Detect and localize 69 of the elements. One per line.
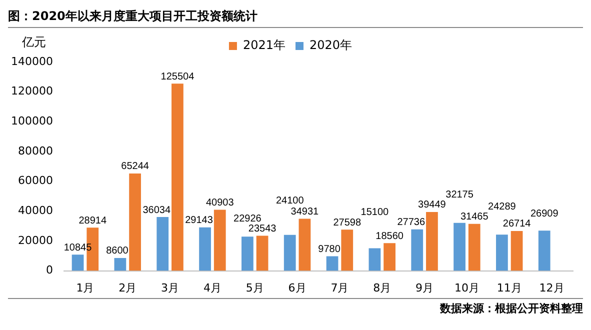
- bar: [256, 236, 268, 271]
- data-label: 26909: [530, 208, 559, 220]
- x-tick-label: 4月: [203, 281, 222, 294]
- bar: [384, 243, 396, 271]
- x-tick-label: 1月: [76, 281, 94, 294]
- y-tick-label: 40000: [18, 204, 53, 217]
- bar: [242, 236, 254, 271]
- bar: [129, 173, 141, 271]
- y-tick-label: 100000: [10, 114, 53, 128]
- data-label: 27736: [397, 217, 426, 228]
- data-label: 23543: [248, 223, 277, 234]
- bar: [214, 210, 226, 271]
- data-label: 28914: [78, 215, 107, 226]
- bar: [368, 248, 381, 271]
- bar: [468, 224, 480, 271]
- bar: [72, 254, 84, 271]
- data-label: 27598: [333, 217, 362, 228]
- x-tick-label: 7月: [330, 281, 349, 294]
- y-tick-label: 60000: [18, 174, 53, 188]
- x-tick-label: 2月: [118, 281, 137, 294]
- chart-title: 图：2020年以来月度重大项目开工投资额统计: [8, 8, 583, 28]
- bar: [496, 234, 508, 271]
- x-tick-label: 8月: [373, 281, 392, 294]
- legend-label: 2020年: [310, 38, 352, 52]
- data-label: 15100: [360, 207, 390, 218]
- x-tick-label: 12月: [539, 281, 564, 294]
- bar: [510, 230, 523, 271]
- data-label: 24100: [276, 196, 304, 207]
- bar: [114, 258, 126, 271]
- x-tick-label: 10月: [454, 281, 480, 294]
- x-tick-label: 9月: [416, 281, 434, 294]
- data-label: 39449: [418, 200, 446, 211]
- data-label: 26714: [502, 218, 532, 230]
- bar: [284, 234, 296, 271]
- y-axis-title: 亿元: [22, 34, 46, 51]
- bar: [426, 212, 438, 271]
- data-label: 125504: [160, 71, 195, 82]
- data-label: 8600: [106, 246, 129, 257]
- data-label: 34931: [290, 206, 320, 218]
- x-tick-label: 6月: [288, 281, 306, 294]
- bar: [411, 229, 424, 271]
- data-label: 36034: [142, 204, 171, 216]
- x-tick-label: 11月: [496, 281, 522, 294]
- x-tick-label: 3月: [161, 281, 180, 294]
- data-label: 18560: [376, 230, 404, 242]
- data-label: 65244: [121, 161, 150, 172]
- y-tick-label: 0: [46, 264, 53, 277]
- bar: [298, 218, 311, 271]
- data-label: 40903: [206, 198, 234, 209]
- y-tick-label: 120000: [10, 84, 53, 98]
- bar: [156, 217, 169, 271]
- bar: [454, 222, 466, 271]
- y-tick-label: 20000: [18, 234, 53, 247]
- bar: [172, 84, 184, 271]
- data-label: 9780: [318, 244, 341, 255]
- data-label: 22926: [234, 213, 262, 224]
- bar: [538, 230, 550, 271]
- legend-label: 2021年: [242, 38, 286, 52]
- bar: [199, 227, 211, 271]
- data-label: 31465: [460, 212, 489, 223]
- data-label: 32175: [446, 190, 474, 201]
- x-tick-label: 5月: [246, 281, 264, 294]
- bar: [341, 230, 354, 271]
- y-tick-label: 80000: [18, 144, 53, 158]
- y-tick-label: 140000: [10, 54, 53, 68]
- data-label: 24289: [488, 201, 516, 212]
- source-note: 数据来源：根据公开资料整理: [8, 298, 583, 316]
- data-label: 29143: [185, 215, 214, 226]
- bar: [326, 256, 338, 271]
